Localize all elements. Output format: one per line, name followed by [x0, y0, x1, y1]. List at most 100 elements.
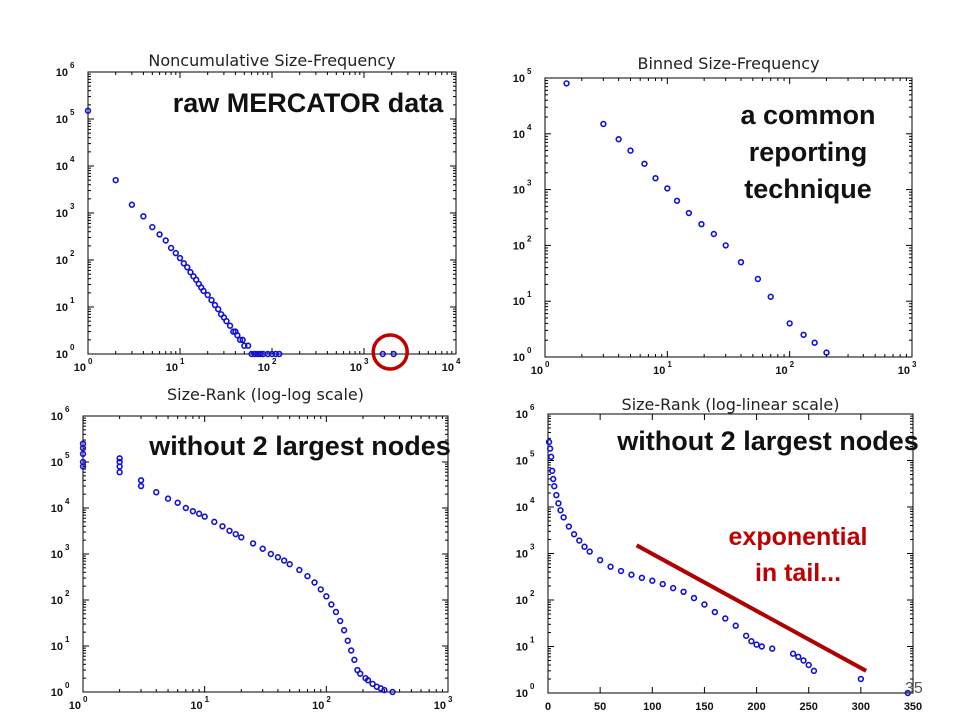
data-point	[317, 586, 324, 593]
data-point	[189, 508, 197, 515]
y-tick-label: 10	[513, 352, 525, 364]
x-tick-exponent: 0	[88, 357, 93, 366]
data-point	[369, 680, 376, 688]
x-tick-label: 10	[258, 362, 270, 374]
chart-p3: Size-Rank (log-log scale)100101102103104…	[51, 385, 453, 712]
data-point	[565, 523, 573, 530]
data-point	[248, 350, 255, 358]
data-point	[184, 264, 191, 271]
x-tick-exponent: 2	[790, 360, 795, 369]
data-point	[226, 527, 233, 534]
data-point	[232, 530, 239, 538]
y-tick-exponent: 1	[530, 636, 535, 645]
data-point	[664, 185, 671, 192]
data-point	[249, 540, 257, 547]
chart-p1: Noncumulative Size-Frequency100101102103…	[56, 51, 461, 374]
x-tick-label: 200	[747, 701, 765, 713]
chart-title: Size-Rank (log-linear scale)	[622, 395, 840, 414]
x-tick-exponent: 4	[456, 357, 461, 366]
y-tick-exponent: 5	[70, 108, 75, 117]
plot-frame	[544, 77, 913, 358]
chart-annotation: technique	[744, 174, 872, 204]
data-point	[685, 209, 693, 217]
y-tick-exponent: 2	[530, 589, 535, 598]
data-point	[641, 160, 648, 167]
data-point	[351, 656, 358, 664]
x-tick-label: 10	[442, 362, 454, 374]
x-tick-label: 10	[190, 700, 202, 712]
data-point	[167, 244, 175, 252]
data-point	[272, 350, 280, 358]
data-point	[545, 438, 553, 446]
x-tick-exponent: 0	[83, 695, 88, 704]
data-point	[238, 534, 245, 541]
y-tick-label: 10	[516, 409, 528, 421]
y-tick-label: 10	[56, 349, 68, 361]
x-tick-label: 10	[653, 365, 665, 377]
tail-annotation: exponential	[729, 523, 868, 551]
data-point	[786, 320, 793, 327]
data-point	[347, 647, 355, 654]
data-point	[711, 608, 719, 616]
data-point	[241, 342, 248, 349]
data-point	[563, 80, 570, 87]
data-point	[600, 120, 607, 128]
y-tick-label: 10	[516, 549, 528, 561]
y-tick-exponent: 3	[527, 179, 532, 188]
y-tick-exponent: 5	[527, 67, 532, 76]
data-point	[555, 500, 562, 507]
data-point	[550, 475, 557, 483]
data-point	[200, 287, 207, 295]
data-point	[546, 445, 554, 452]
y-tick-exponent: 3	[70, 202, 75, 211]
data-point	[116, 463, 123, 470]
y-tick-exponent: 4	[70, 155, 75, 164]
data-point	[259, 545, 266, 552]
data-point	[553, 491, 560, 499]
data-point	[112, 176, 119, 184]
y-tick-label: 10	[513, 129, 525, 141]
y-tick-exponent: 0	[70, 343, 75, 352]
chart-title: Binned Size-Frequency	[637, 54, 819, 73]
data-point	[239, 336, 246, 344]
x-tick-label: 10	[74, 362, 86, 374]
y-tick-label: 10	[516, 456, 528, 468]
data-point	[336, 617, 344, 625]
data-point	[182, 504, 190, 512]
data-point	[208, 296, 215, 304]
data-point	[390, 350, 397, 358]
data-point	[722, 615, 729, 622]
data-point	[857, 675, 865, 683]
chart-annotation: without 2 largest nodes	[616, 426, 919, 456]
chart-annotation: a common	[740, 100, 875, 130]
data-point	[304, 572, 311, 580]
y-tick-label: 10	[513, 240, 525, 252]
data-point	[79, 463, 87, 470]
x-tick-exponent: 3	[448, 695, 453, 704]
x-tick-exponent: 0	[545, 360, 550, 369]
y-tick-label: 10	[51, 641, 63, 653]
data-point	[710, 230, 718, 238]
data-point	[84, 107, 92, 114]
y-tick-label: 10	[51, 549, 63, 561]
x-tick-label: 50	[594, 701, 606, 713]
data-point	[268, 350, 276, 358]
y-tick-label: 10	[513, 185, 525, 197]
data-point	[732, 622, 739, 629]
x-tick-label: 10	[350, 362, 362, 374]
data-point	[389, 688, 396, 696]
data-point	[162, 237, 169, 244]
y-tick-label: 10	[51, 595, 63, 607]
data-point	[137, 482, 145, 490]
slide-number: 35	[905, 680, 923, 697]
data-point	[164, 495, 172, 502]
y-tick-label: 10	[516, 502, 528, 514]
data-point	[627, 147, 634, 154]
data-point	[701, 601, 708, 608]
x-tick-label: 100	[643, 701, 661, 713]
data-point	[748, 638, 755, 645]
data-point	[344, 637, 351, 644]
chart-title: Noncumulative Size-Frequency	[148, 51, 395, 70]
data-point	[617, 567, 625, 575]
y-tick-label: 10	[516, 595, 528, 607]
